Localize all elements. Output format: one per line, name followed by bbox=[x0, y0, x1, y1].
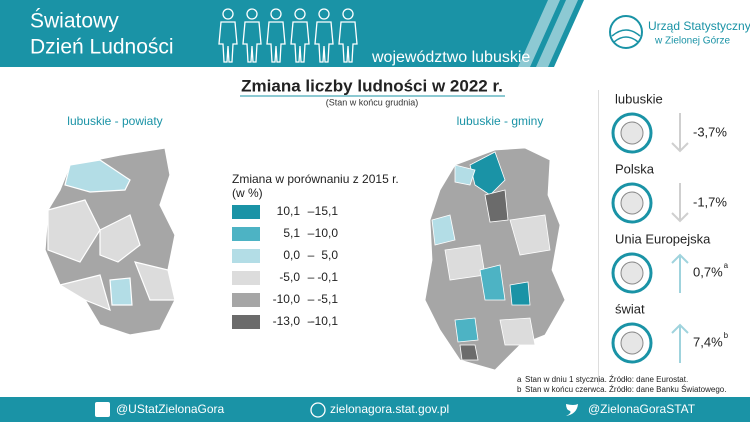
stat-icon bbox=[620, 331, 644, 355]
stat-arrow-head bbox=[671, 253, 689, 264]
legend-dash: – bbox=[308, 292, 315, 306]
legend-to: -10,1 bbox=[311, 314, 339, 328]
logo-text: w Zielonej Górze bbox=[654, 36, 730, 47]
legend-from: 10,1 bbox=[277, 204, 301, 218]
legend-to: 10,0 bbox=[315, 226, 339, 240]
stat-icon bbox=[620, 191, 644, 215]
legend-swatch bbox=[232, 271, 260, 285]
stat-value: 0,7% bbox=[693, 264, 723, 279]
stat-value: -3,7% bbox=[693, 124, 727, 139]
logo-icon bbox=[609, 15, 643, 49]
stat-note-mark: b bbox=[724, 331, 729, 340]
stat-note-mark: a bbox=[724, 261, 729, 270]
legend: 10,1–15,15,1–10,00,0–5,0-5,0– -0,1-10,0– -… bbox=[232, 204, 338, 329]
panel-divider bbox=[598, 90, 599, 385]
legend-to: 15,1 bbox=[315, 204, 339, 218]
legend-from: -10,0 bbox=[273, 292, 301, 306]
legend-to: -0,1 bbox=[317, 270, 338, 284]
legend-swatch bbox=[232, 293, 260, 307]
legend-to: 5,0 bbox=[321, 248, 338, 262]
web-icon bbox=[310, 402, 326, 418]
notes: a Stan w dniu 1 stycznia. Źródło: dane Eu… bbox=[517, 375, 726, 394]
stat-label: świat bbox=[615, 301, 645, 316]
legend-swatch bbox=[232, 227, 260, 241]
header-title: Dzień Ludności bbox=[30, 36, 174, 59]
legend-title: Zmiana w porównaniu z 2015 r. bbox=[232, 172, 399, 186]
legend-to: -5,1 bbox=[317, 292, 338, 306]
stat-icon bbox=[620, 261, 644, 285]
note-mark: b bbox=[517, 385, 522, 394]
legend-from: 0,0 bbox=[283, 248, 300, 262]
legend-title: (w %) bbox=[232, 186, 263, 200]
stat-arrow-head bbox=[671, 142, 689, 153]
stat-value: -1,7% bbox=[693, 194, 727, 209]
facebook-icon bbox=[95, 402, 110, 417]
legend-from: -13,0 bbox=[273, 314, 301, 328]
footer-band bbox=[0, 397, 750, 422]
map-title: lubuskie - powiaty bbox=[67, 114, 162, 128]
stat-label: Unia Europejska bbox=[615, 231, 711, 246]
logo-text: Urząd Statystyczny bbox=[648, 19, 750, 33]
twitter-icon bbox=[566, 404, 578, 416]
header-stripes bbox=[518, 0, 750, 67]
legend-from: 5,1 bbox=[283, 226, 300, 240]
legend-dash: – bbox=[308, 226, 315, 240]
main-title: Zmiana liczby ludności w 2022 r. bbox=[241, 76, 503, 95]
map-gminy bbox=[424, 147, 566, 371]
legend-swatch bbox=[232, 249, 260, 263]
header-region: województwo lubuskie bbox=[371, 49, 530, 66]
map-title: lubuskie - gminy bbox=[457, 114, 544, 128]
legend-dash: – bbox=[308, 204, 315, 218]
legend-swatch bbox=[232, 205, 260, 219]
stat-icon bbox=[620, 121, 644, 145]
footer-facebook[interactable]: @UStatZielonaGora bbox=[116, 402, 225, 416]
legend-dash: – bbox=[308, 270, 315, 284]
stat-label: Polska bbox=[615, 161, 655, 176]
main-subtitle: (Stan w końcu grudnia) bbox=[326, 97, 419, 107]
stat-label: lubuskie bbox=[615, 91, 663, 106]
stat-value: 7,4% bbox=[693, 334, 723, 349]
legend-dash: – bbox=[308, 314, 315, 328]
stat-arrow-head bbox=[671, 323, 689, 334]
legend-from: -5,0 bbox=[279, 270, 300, 284]
note-text: Stan w końcu czerwca. Źródło: dane Banku… bbox=[525, 385, 726, 394]
map-powiaty bbox=[44, 147, 176, 336]
stats-panel: lubuskie -3,7% Polska -1,7% Unia Europejska 0… bbox=[611, 91, 729, 364]
stat-arrow-head bbox=[671, 212, 689, 223]
footer-website[interactable]: zielonagora.stat.gov.pl bbox=[330, 402, 449, 416]
legend-dash: – bbox=[308, 248, 315, 262]
footer-twitter[interactable]: @ZielonaGoraSTAT bbox=[588, 402, 696, 416]
legend-swatch bbox=[232, 315, 260, 329]
header-title: Światowy bbox=[30, 9, 119, 33]
note-text: Stan w dniu 1 stycznia. Źródło: dane Eur… bbox=[525, 375, 688, 384]
note-mark: a bbox=[517, 375, 522, 384]
